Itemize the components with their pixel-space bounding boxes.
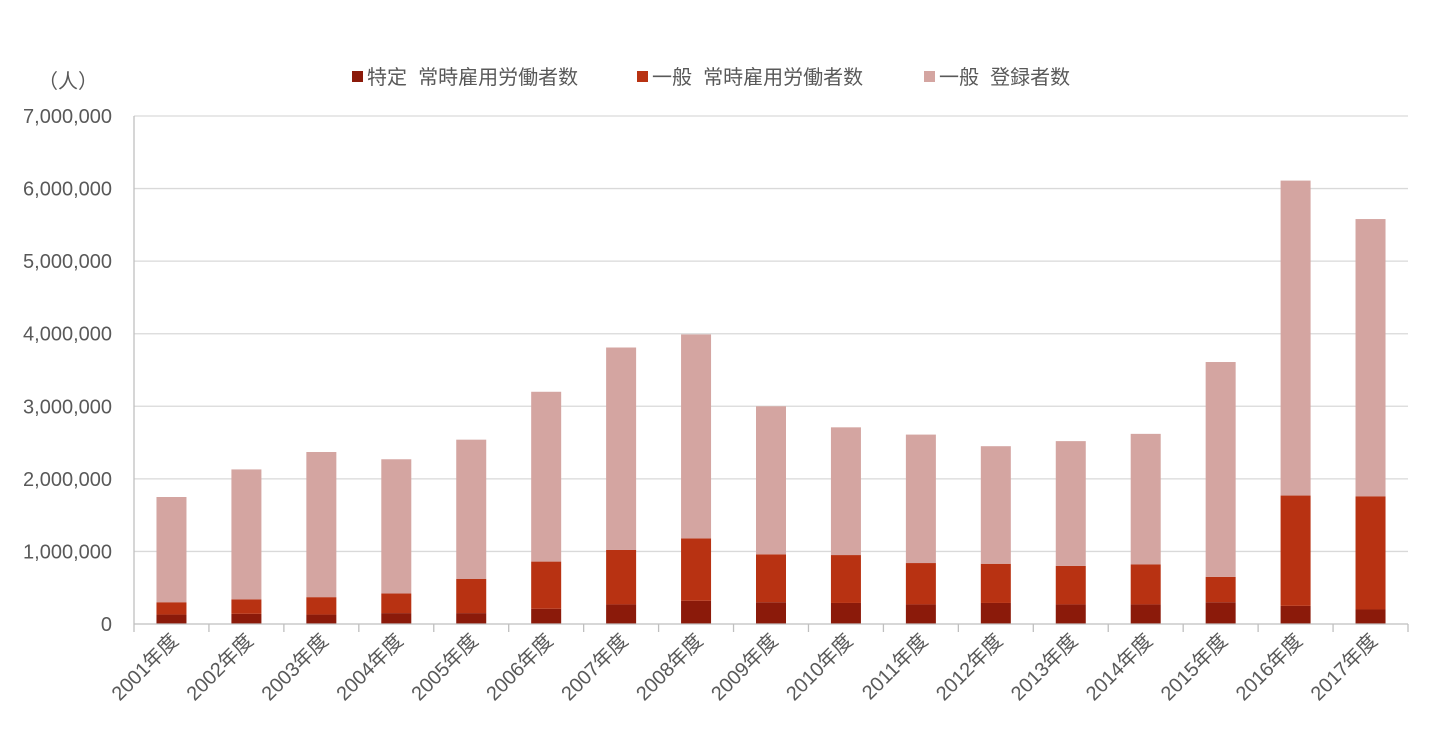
- y-tick-label: 3,000,000: [23, 396, 112, 418]
- x-tick-label: 2002年度: [182, 629, 258, 705]
- x-tick-label: 2016年度: [1231, 629, 1307, 705]
- bar-segment-series-2: [830, 555, 861, 603]
- bar-segment-series-2: [1130, 564, 1161, 605]
- y-tick-label: 5,000,000: [23, 251, 112, 273]
- x-tick-label: 2007年度: [557, 629, 633, 705]
- bar-segment-series-1: [1280, 605, 1311, 624]
- bar-segment-series-3: [606, 347, 637, 550]
- bar-segment-series-1: [156, 614, 187, 624]
- bar-segment-series-3: [156, 497, 187, 603]
- bar-segment-series-2: [1280, 495, 1311, 606]
- x-tick-label: 2003年度: [257, 629, 333, 705]
- bar-segment-series-2: [980, 563, 1011, 603]
- y-tick-label: 1,000,000: [23, 541, 112, 563]
- y-axis-unit-label: （人）: [38, 70, 98, 93]
- bar-segment-series-3: [531, 391, 562, 562]
- bar-segment-series-2: [531, 561, 562, 609]
- bar-segment-series-2: [681, 538, 712, 601]
- x-tick-label: 2009年度: [707, 629, 783, 705]
- bar-segment-series-1: [830, 602, 861, 624]
- bar-segment-series-2: [231, 599, 262, 614]
- bar-segment-series-1: [381, 613, 412, 624]
- bar-segment-series-3: [830, 427, 861, 556]
- bars: [156, 180, 1386, 624]
- bar-segment-series-3: [1205, 362, 1236, 577]
- legend-swatch: [352, 71, 363, 82]
- bar-segment-series-2: [1355, 496, 1386, 610]
- x-tick-label: 2014年度: [1081, 629, 1157, 705]
- x-tick-label: 2015年度: [1156, 629, 1232, 705]
- bar-segment-series-3: [1055, 441, 1086, 566]
- bar-segment-series-2: [1055, 565, 1086, 605]
- x-tick-label: 2012年度: [931, 629, 1007, 705]
- y-tick-label: 4,000,000: [23, 324, 112, 346]
- bar-segment-series-3: [1355, 219, 1386, 497]
- bar-segment-series-1: [1205, 602, 1236, 624]
- bar-segment-series-1: [756, 602, 786, 624]
- bar-segment-series-2: [156, 602, 187, 615]
- bar-segment-series-3: [980, 446, 1011, 564]
- legend-label: 一般 常時雇用労働者数: [652, 66, 863, 89]
- bar-segment-series-1: [456, 613, 487, 624]
- bar-segment-series-1: [1055, 604, 1086, 624]
- bar-segment-series-3: [905, 434, 936, 564]
- bar-segment-series-1: [1130, 604, 1161, 624]
- bar-segment-series-2: [1205, 576, 1236, 603]
- bar-segment-series-2: [306, 597, 337, 615]
- x-tick-label: 2013年度: [1006, 629, 1082, 705]
- bar-segment-series-1: [606, 604, 637, 624]
- bar-segment-series-3: [681, 334, 712, 539]
- legend: 特定 常時雇用労働者数 一般 常時雇用労働者数 一般 登録者数: [352, 66, 1070, 89]
- y-tick-label: 2,000,000: [23, 469, 112, 491]
- x-tick-label: 2005年度: [407, 629, 483, 705]
- bar-segment-series-2: [606, 549, 637, 605]
- bar-segment-series-3: [456, 439, 487, 580]
- y-tick-label: 0: [101, 614, 112, 636]
- bar-segment-series-3: [231, 469, 262, 600]
- bar-segment-series-3: [756, 406, 786, 555]
- y-tick-label: 7,000,000: [23, 106, 112, 128]
- bar-segment-series-1: [231, 613, 262, 624]
- bar-segment-series-1: [681, 600, 712, 624]
- legend-label: 特定 常時雇用労働者数: [367, 66, 578, 89]
- y-tick-label: 6,000,000: [23, 179, 112, 201]
- legend-swatch: [924, 71, 935, 82]
- x-tick-label: 2006年度: [482, 629, 558, 705]
- bar-segment-series-2: [756, 554, 786, 603]
- bar-segment-series-1: [980, 602, 1011, 624]
- bar-segment-series-1: [905, 604, 936, 624]
- legend-swatch: [637, 71, 648, 82]
- x-tick-label: 2017年度: [1306, 629, 1382, 705]
- bar-segment-series-3: [1280, 180, 1311, 496]
- bar-segment-series-2: [456, 579, 487, 614]
- bar-segment-series-3: [381, 459, 412, 594]
- x-tick-label: 2001年度: [107, 629, 183, 705]
- x-tick-label: 2010年度: [781, 629, 857, 705]
- x-tick-label: 2004年度: [332, 629, 408, 705]
- bar-segment-series-1: [531, 608, 562, 624]
- bar-segment-series-3: [1130, 433, 1161, 565]
- x-tick-label: 2011年度: [857, 629, 932, 704]
- bar-segment-series-1: [1355, 609, 1386, 624]
- bar-segment-series-1: [306, 614, 337, 624]
- x-tick-label: 2008年度: [632, 629, 708, 705]
- bar-segment-series-3: [306, 452, 337, 598]
- legend-label: 一般 登録者数: [939, 66, 1070, 89]
- bar-segment-series-2: [381, 593, 412, 614]
- bar-segment-series-2: [905, 563, 936, 605]
